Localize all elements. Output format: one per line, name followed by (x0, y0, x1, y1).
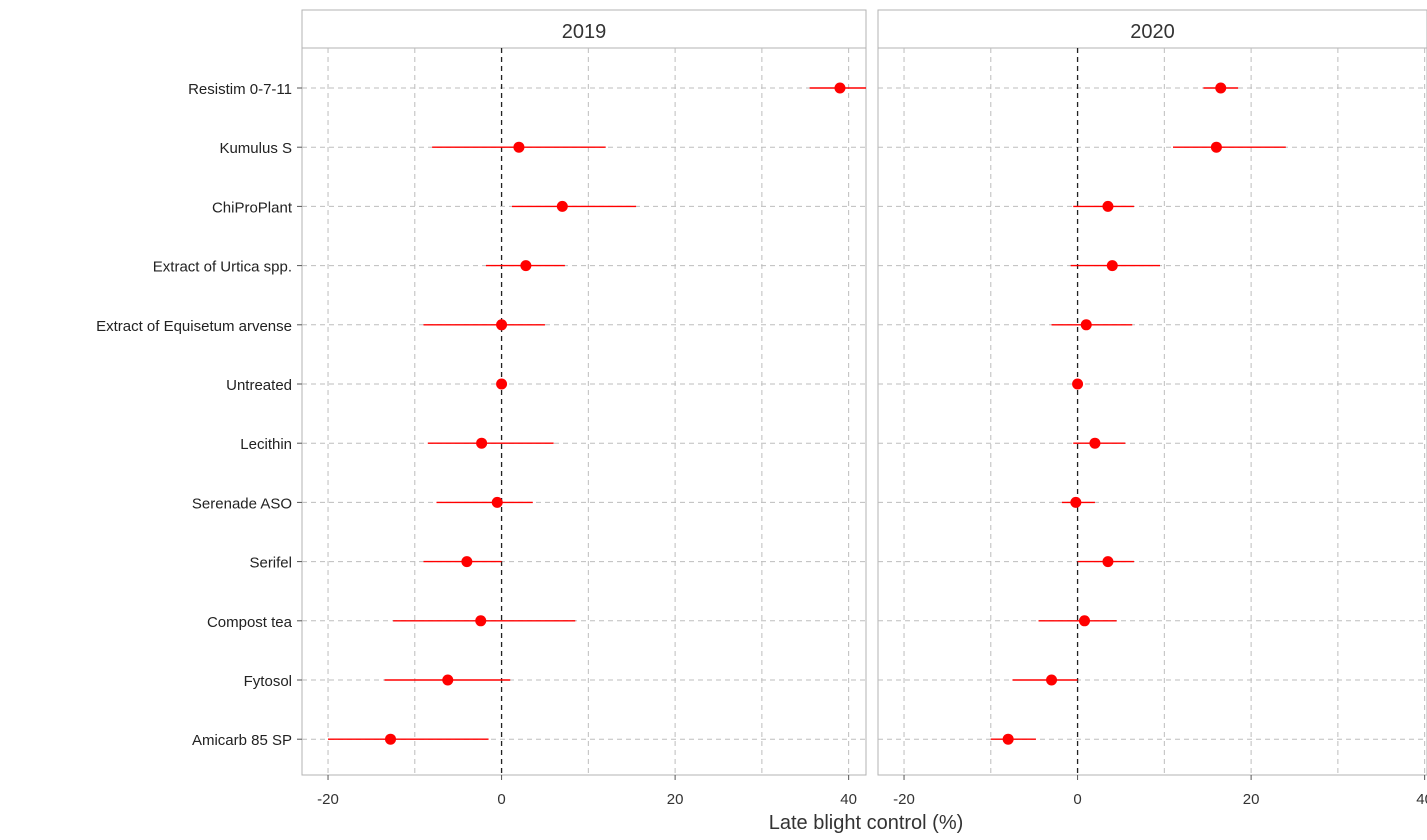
x-tick-label: 0 (497, 791, 505, 808)
y-category-label: Lecithin (240, 436, 292, 453)
estimate-point (496, 319, 508, 331)
y-category-label: Fytosol (244, 673, 292, 690)
estimate-point (1106, 260, 1118, 272)
x-axis-title: Late blight control (%) (769, 812, 964, 834)
y-category-label: Amicarb 85 SP (192, 732, 292, 749)
y-category-label: Serifel (249, 555, 292, 572)
panel-border (301, 47, 867, 776)
estimate-point (834, 82, 846, 94)
y-category-label: Serenade ASO (192, 495, 292, 512)
estimate-point (442, 674, 454, 686)
estimate-point (1002, 733, 1014, 745)
estimate-point (520, 260, 532, 272)
x-tick-label: -20 (893, 791, 915, 808)
y-category-label: Extract of Equisetum arvense (96, 318, 292, 335)
estimate-point (513, 141, 525, 153)
estimate-point (1046, 674, 1058, 686)
facet-strip (877, 9, 1427, 49)
y-category-label: Compost tea (207, 614, 293, 631)
estimate-point (1215, 82, 1227, 94)
estimate-point (491, 496, 503, 508)
estimate-point (1102, 200, 1114, 212)
x-tick-label: 40 (840, 791, 857, 808)
x-tick-label: 20 (1243, 791, 1260, 808)
estimate-point (1089, 437, 1101, 449)
estimate-point (475, 615, 487, 627)
y-category-label: Kumulus S (219, 140, 292, 157)
facet-title: 2019 (562, 21, 607, 43)
estimate-point (1210, 141, 1222, 153)
estimate-point (496, 378, 508, 390)
panel-border (877, 47, 1427, 776)
x-tick-label: -20 (317, 791, 339, 808)
estimate-point (1080, 319, 1092, 331)
estimate-point (1072, 378, 1084, 390)
y-category-label: Untreated (226, 377, 292, 394)
y-category-label: Extract of Urtica spp. (153, 259, 292, 276)
facet-strip (301, 9, 867, 49)
estimate-point (476, 437, 488, 449)
estimate-point (1070, 496, 1082, 508)
estimate-point (1079, 615, 1091, 627)
estimate-point (385, 733, 397, 745)
x-tick-label: 40 (1416, 791, 1427, 808)
x-tick-label: 20 (667, 791, 684, 808)
facet-title: 2020 (1130, 21, 1175, 43)
x-tick-label: 0 (1073, 791, 1081, 808)
estimate-point (1102, 556, 1114, 568)
estimate-point (556, 200, 568, 212)
y-category-label: Resistim 0-7-11 (188, 81, 292, 98)
estimate-point (461, 556, 473, 568)
y-category-label: ChiProPlant (212, 199, 293, 216)
